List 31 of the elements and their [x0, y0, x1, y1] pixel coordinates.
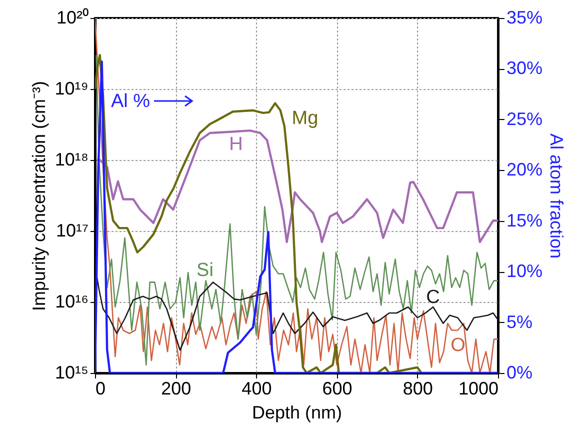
y2-tick-label: 35% — [506, 8, 543, 28]
x-axis-title: Depth (nm) — [252, 402, 342, 422]
y-tick-label: 10¹⁵ — [55, 362, 88, 382]
x-tick-label: 400 — [242, 378, 272, 398]
y-axis-title: Impurity concentration (cm⁻³) — [28, 80, 49, 312]
x-tick-label: 200 — [161, 378, 192, 398]
legend-label: Al % — [111, 91, 150, 112]
y-tick-label: 10¹⁸ — [54, 150, 88, 170]
y2-tick-label: 0% — [506, 362, 533, 382]
series-label: C — [426, 287, 440, 308]
y-tick-label: 10²⁰ — [56, 8, 88, 28]
x-tick-label: 600 — [322, 378, 352, 398]
y2-tick-label: 20% — [506, 160, 543, 180]
y2-tick-label: 10% — [506, 261, 543, 282]
x-tick-label: 0 — [96, 378, 106, 398]
x-tick-label: 1000 — [458, 378, 498, 398]
y-tick-label: 10¹⁷ — [56, 220, 88, 240]
line-series — [96, 129, 498, 244]
series-label: Si — [196, 260, 214, 281]
y-tick-label: 10¹⁹ — [54, 78, 88, 98]
series-label: Mg — [292, 108, 318, 129]
y-tick-label: 10¹⁶ — [55, 292, 88, 312]
y2-axis-title: Al atom fraction — [546, 133, 567, 259]
series-label: O — [450, 335, 466, 356]
y2-tick-label: 15% — [506, 210, 543, 230]
y2-tick-label: 5% — [506, 312, 533, 332]
y2-tick-label: 25% — [506, 108, 543, 129]
y2-tick-label: 30% — [506, 58, 543, 78]
line-series — [95, 277, 498, 351]
series-label: H — [229, 134, 243, 155]
x-tick-label: 800 — [402, 378, 433, 398]
